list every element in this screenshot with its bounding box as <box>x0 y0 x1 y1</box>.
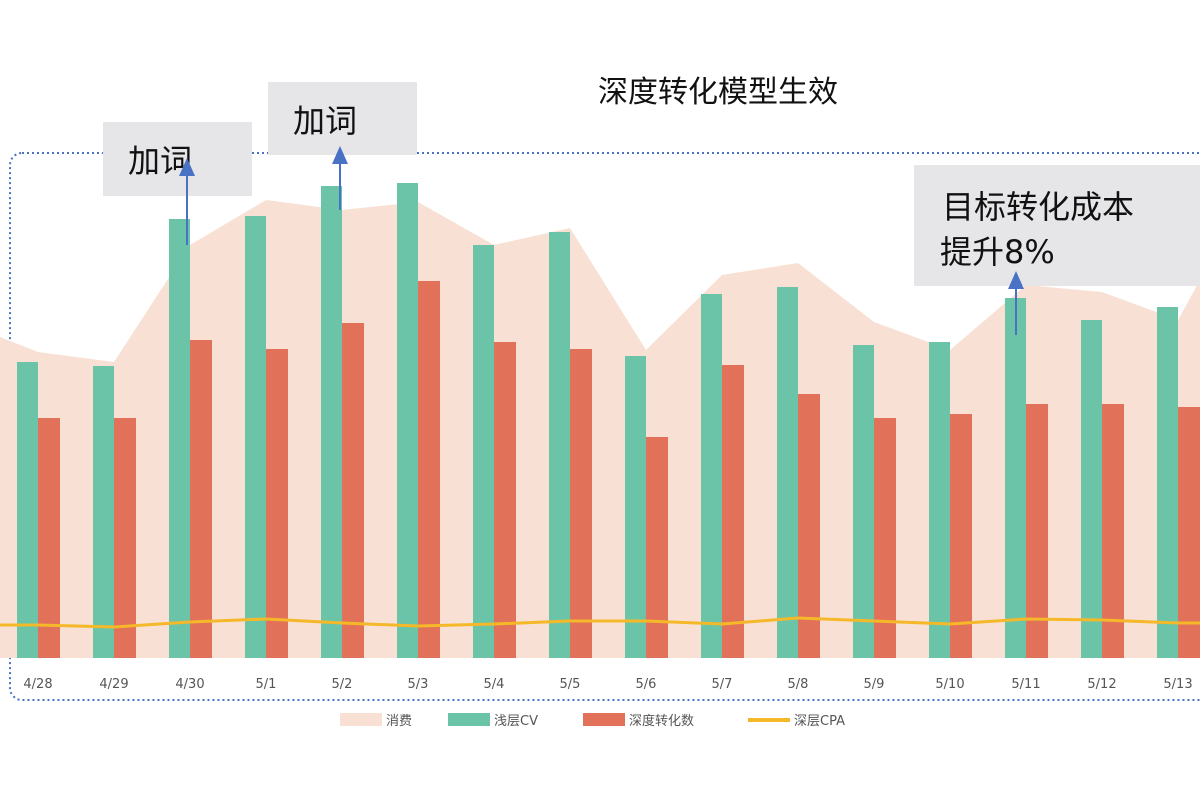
legend-swatch <box>448 713 490 726</box>
arrow-up-icon <box>332 146 348 164</box>
bar-浅层CV-4/29 <box>93 366 114 658</box>
annotation-2: 加词 <box>268 82 417 210</box>
bar-深度转化数-4/30 <box>190 340 212 658</box>
bar-浅层CV-5/9 <box>853 345 874 658</box>
x-tick-label: 5/9 <box>864 677 885 692</box>
x-tick-label: 5/6 <box>636 677 657 692</box>
bar-深度转化数-4/29 <box>114 418 136 658</box>
annotation-1: 加词 <box>103 122 252 245</box>
bar-深度转化数-5/3 <box>418 281 440 658</box>
bar-浅层CV-5/10 <box>929 342 950 658</box>
legend: 消费 浅层CV 深度转化数 深层CPA <box>340 713 845 729</box>
arrow-up-icon <box>179 158 195 176</box>
legend-label: 消费 <box>386 714 412 729</box>
line-深层CPA <box>0 616 1200 629</box>
bar-深度转化数-5/5 <box>570 349 592 658</box>
bar-series <box>17 183 1200 658</box>
legend-label: 深度转化数 <box>629 713 694 729</box>
annotation-3-text-line1: 目标转化成本 <box>942 188 1134 226</box>
area-消费 <box>0 200 1200 658</box>
x-tick-label: 5/10 <box>935 677 964 692</box>
bar-浅层CV-5/11 <box>1005 298 1026 658</box>
bar-浅层CV-5/13 <box>1157 307 1178 658</box>
bar-浅层CV-5/4 <box>473 245 494 658</box>
line-series-深层CPA <box>0 616 1200 629</box>
bar-浅层CV-5/6 <box>625 356 646 658</box>
bar-浅层CV-5/12 <box>1081 320 1102 658</box>
bar-深度转化数-5/10 <box>950 414 972 658</box>
arrow-up-icon <box>1008 271 1024 289</box>
bar-深度转化数-5/2 <box>342 323 364 658</box>
bar-深度转化数-5/12 <box>1102 404 1124 658</box>
x-tick-label: 5/2 <box>332 677 353 692</box>
bar-浅层CV-5/1 <box>245 216 266 658</box>
chart-title: 深度转化模型生效 <box>598 75 838 110</box>
bar-浅层CV-5/5 <box>549 232 570 658</box>
x-tick-label: 4/28 <box>23 677 52 692</box>
bar-深度转化数-5/13 <box>1178 407 1200 658</box>
x-tick-label: 5/13 <box>1163 677 1192 692</box>
x-tick-label: 5/7 <box>712 677 733 692</box>
bar-深度转化数-4/28 <box>38 418 60 658</box>
bar-深度转化数-5/8 <box>798 394 820 658</box>
legend-item-浅层CV: 浅层CV <box>448 713 538 729</box>
legend-item-深层CPA: 深层CPA <box>748 714 845 729</box>
legend-swatch <box>748 718 790 722</box>
bar-浅层CV-4/30 <box>169 219 190 658</box>
x-tick-label: 5/5 <box>560 677 581 692</box>
legend-label: 浅层CV <box>494 714 538 729</box>
legend-label: 深层CPA <box>794 714 845 729</box>
annotation-3: 目标转化成本 提升8% <box>914 165 1200 335</box>
bar-深度转化数-5/1 <box>266 349 288 658</box>
x-tick-label: 5/4 <box>484 677 505 692</box>
x-tick-label: 5/12 <box>1087 677 1116 692</box>
bar-浅层CV-4/28 <box>17 362 38 658</box>
bar-深度转化数-5/9 <box>874 418 896 658</box>
x-tick-label: 4/30 <box>175 677 204 692</box>
bar-深度转化数-5/11 <box>1026 404 1048 658</box>
annotation-2-text: 加词 <box>293 102 357 140</box>
annotation-3-text-line2: 提升8% <box>940 233 1055 271</box>
x-tick-label: 4/29 <box>99 677 128 692</box>
x-tick-label: 5/11 <box>1011 677 1040 692</box>
bar-深度转化数-5/4 <box>494 342 516 658</box>
bar-浅层CV-5/8 <box>777 287 798 658</box>
legend-item-消费: 消费 <box>340 713 412 729</box>
bar-深度转化数-5/7 <box>722 365 744 658</box>
area-series-消费 <box>0 200 1200 658</box>
legend-swatch <box>583 713 625 726</box>
x-axis-ticks: 4/28 4/29 4/30 5/1 5/2 5/3 5/4 5/5 5/6 5/7 5/8 5/9 5… <box>23 677 1192 692</box>
bar-浅层CV-5/2 <box>321 186 342 658</box>
legend-item-深度转化数: 深度转化数 <box>583 713 694 729</box>
x-tick-label: 5/3 <box>408 677 429 692</box>
bar-深度转化数-5/6 <box>646 437 668 658</box>
x-tick-label: 5/1 <box>256 677 277 692</box>
x-tick-label: 5/8 <box>788 677 809 692</box>
bar-浅层CV-5/3 <box>397 183 418 658</box>
legend-swatch <box>340 713 382 726</box>
bar-浅层CV-5/7 <box>701 294 722 658</box>
